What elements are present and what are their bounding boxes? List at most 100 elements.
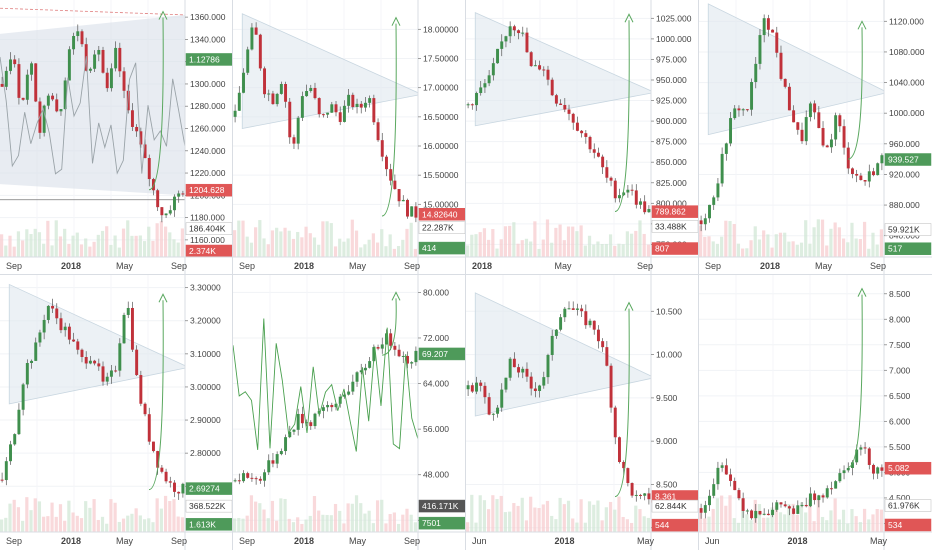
volume-bar	[338, 510, 342, 532]
candle-body	[724, 143, 728, 154]
volume-bar	[617, 496, 621, 532]
volume-bar	[804, 220, 808, 257]
volume-bar	[529, 241, 533, 257]
panel-separator-h	[0, 274, 932, 275]
volume-bar	[846, 242, 850, 257]
time-tick-label: Sep	[404, 536, 420, 546]
price-tick-label: 8.500	[889, 289, 911, 299]
volume-bar	[88, 507, 92, 532]
volume-bar	[720, 495, 724, 532]
price-tick-label: 15.50000	[423, 170, 459, 180]
candle-body	[67, 326, 71, 340]
candle-body	[300, 413, 304, 424]
candle-body	[567, 109, 571, 114]
volume-bar	[375, 242, 380, 257]
volume-bar	[854, 516, 858, 532]
volume-bar	[804, 512, 808, 532]
candle-body	[712, 197, 716, 205]
volume-bar	[470, 494, 474, 532]
price-tick-label: 72.000	[423, 333, 449, 343]
volume-bar	[512, 503, 516, 532]
price-tick-label: 17.00000	[423, 83, 459, 93]
candle-body	[143, 144, 147, 159]
volume-bar	[524, 238, 529, 257]
candle-body	[708, 495, 711, 506]
candle-body	[181, 483, 185, 494]
candle-body	[703, 505, 707, 513]
candle-body	[720, 153, 724, 184]
volume-bar	[312, 237, 317, 257]
candle-body	[4, 461, 8, 481]
volume-bar	[545, 219, 550, 257]
candle-body	[284, 84, 288, 102]
volume-bar	[783, 232, 787, 257]
volume-bar	[388, 514, 392, 532]
chart-panel-1: 1360.0001340.0001320.0001300.0001280.000…	[0, 0, 233, 275]
last-price-badge: 69.207	[418, 347, 466, 361]
volume-bar	[54, 220, 58, 257]
value-badge: 62.844K	[651, 499, 699, 513]
volume-bar	[783, 514, 787, 532]
candle-body	[143, 403, 147, 415]
candle-body	[242, 72, 245, 93]
volume-bar	[262, 238, 266, 257]
volume-bar	[405, 228, 409, 257]
volume-bar	[401, 239, 405, 257]
volume-bar	[380, 499, 384, 532]
candle-body	[271, 460, 275, 464]
candle-body	[775, 502, 779, 510]
candle-body	[181, 193, 185, 195]
volume-bar	[413, 248, 417, 257]
candle-body	[151, 441, 155, 452]
volume-bar	[105, 226, 109, 257]
time-tick-label: Sep	[239, 536, 255, 546]
volume-bar	[837, 227, 841, 257]
volume-bar	[529, 496, 533, 532]
candle-body	[588, 136, 592, 150]
candle-body	[0, 479, 4, 481]
price-tick-label: 850.000	[656, 157, 687, 167]
volume-bar	[520, 240, 524, 257]
candle-body	[525, 32, 529, 53]
candle-body	[34, 63, 38, 102]
price-tick-label: 4.500	[889, 493, 911, 503]
candle-body	[771, 29, 775, 33]
value-badge: 186.404K	[185, 222, 233, 235]
candle-body	[130, 307, 134, 350]
price-tick-label: 64.000	[423, 379, 449, 389]
chart-panel-5: 3.30000 3.20000 3.10000 3.00000 2.90000 2.800…	[0, 275, 233, 550]
candle-body	[380, 344, 384, 349]
svg-text:22.287K: 22.287K	[422, 223, 454, 233]
candle-body	[34, 342, 38, 361]
volume-bar	[270, 500, 275, 532]
volume-bar	[629, 233, 634, 257]
candle-body	[559, 317, 563, 330]
candle-body	[479, 382, 483, 386]
value-badge: 807	[651, 242, 699, 255]
candle-body	[546, 69, 550, 80]
volume-bar	[42, 516, 46, 532]
volume-bar	[346, 503, 350, 532]
volume-bar	[333, 246, 338, 257]
price-tick-label: 825.000	[656, 178, 687, 188]
price-tick-label: 1240.000	[190, 146, 226, 156]
candle-body	[779, 52, 783, 79]
volume-bar	[296, 517, 300, 532]
chart-panel-2: 18.00000 17.50000 17.00000 16.50000 16.00000…	[233, 0, 466, 275]
candle-body	[487, 75, 491, 84]
volume-bar	[600, 520, 604, 532]
volume-bar	[711, 241, 715, 257]
volume-bar	[109, 499, 113, 532]
volume-bar	[736, 522, 741, 532]
volume-bar	[699, 512, 703, 532]
volume-bar	[37, 501, 42, 532]
volume-bar	[12, 499, 16, 532]
chart-panel-8: 8.5008.0007.5007.0006.5006.0005.5005.000…	[699, 275, 932, 550]
price-tick-label: 5.500	[889, 442, 911, 452]
candle-body	[775, 32, 779, 53]
volume-bar	[587, 235, 592, 257]
candle-body	[517, 30, 521, 34]
volume-bar	[499, 495, 503, 532]
price-tick-label: 56.000	[423, 424, 449, 434]
candle-body	[699, 508, 703, 513]
